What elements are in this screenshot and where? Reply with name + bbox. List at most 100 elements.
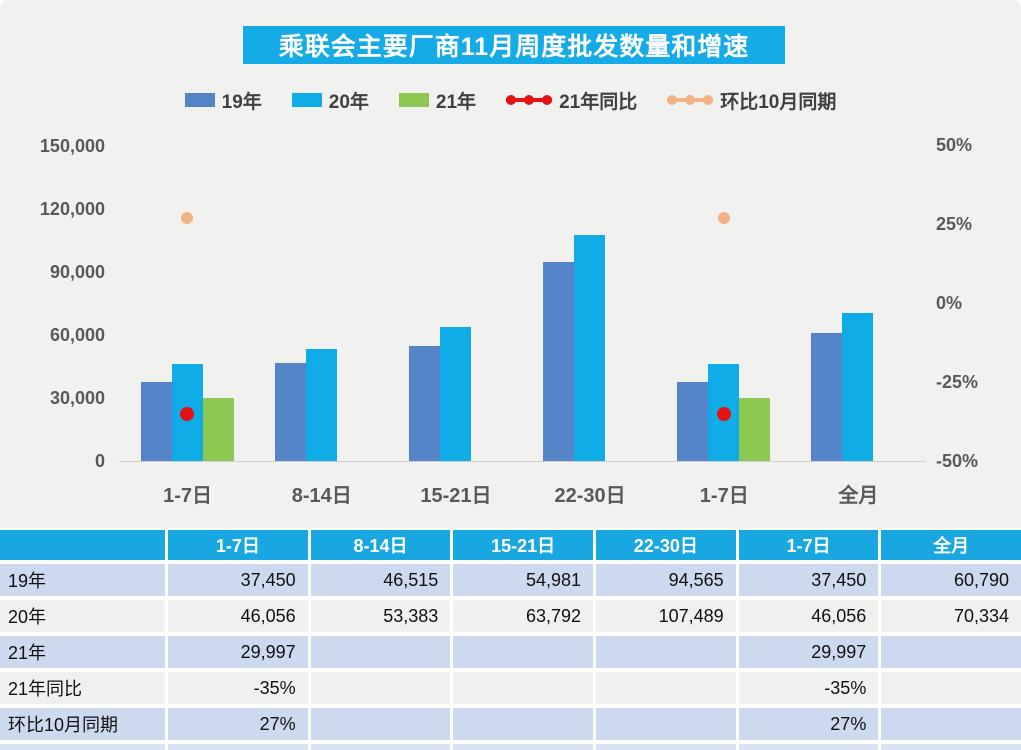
left-axis-tick: 150,000 xyxy=(39,136,105,156)
table-cell: 107,489 xyxy=(596,600,736,632)
legend-item-19年: 19年 xyxy=(184,87,262,114)
table-cell: -35% xyxy=(168,672,308,704)
right-axis-tick: -25% xyxy=(936,372,979,392)
left-axis-tick: 90,000 xyxy=(49,262,105,282)
bar-20年-15-21日 xyxy=(439,327,471,461)
table-cell xyxy=(453,672,593,704)
table-row: 20年 46,056 53,383 63,792 107,489 46,056 70,334 xyxy=(0,600,1021,632)
table-row: 21年 29,997 29,997 xyxy=(0,636,1021,668)
legend-swatch-icon xyxy=(184,93,215,107)
bar-19年-1-7日 xyxy=(140,382,172,461)
table-header-row: 1-7日 8-14日 15-21日 22-30日 1-7日 全月 xyxy=(0,530,1021,560)
table-cell: 46,515 xyxy=(310,564,451,596)
table-header-cell: 1-7日 xyxy=(168,530,308,560)
point-环比10月同期-1-7日 xyxy=(717,211,730,224)
table-cell: 37,450 xyxy=(168,564,308,596)
bar-20年-8-14日 xyxy=(305,348,337,461)
x-axis-label: 8-14日 xyxy=(291,485,352,507)
row-label: 21年同比 xyxy=(0,672,165,704)
legend-item-21年同比: 21年同比 xyxy=(506,87,637,114)
table-cell xyxy=(453,636,593,668)
table-partial-cell xyxy=(881,744,1021,750)
table-header-cell: 22-30日 xyxy=(596,530,736,560)
bar-19年-15-21日 xyxy=(408,345,440,461)
table-cell xyxy=(881,672,1021,704)
legend-label: 21年同比 xyxy=(559,91,638,113)
left-axis-tick: 30,000 xyxy=(49,388,105,408)
table-cell: 63,792 xyxy=(453,600,593,632)
table-cell xyxy=(310,708,451,740)
table-cell xyxy=(596,636,736,668)
table-cell: 37,450 xyxy=(738,564,879,596)
bar-20年-全月 xyxy=(842,313,874,461)
table-cell: 27% xyxy=(738,708,879,740)
table-partial-cell xyxy=(738,744,879,750)
table-header-cell: 全月 xyxy=(881,530,1021,560)
bar-21年-1-7日 xyxy=(739,398,771,461)
table-cell xyxy=(881,636,1021,668)
x-axis-label: 22-30日 xyxy=(554,485,626,507)
table-cell xyxy=(310,636,451,668)
point-21年同比-1-7日 xyxy=(716,406,731,421)
table-cell: 60,790 xyxy=(881,564,1021,596)
table-partial-cell xyxy=(168,744,308,750)
legend-item-21年: 21年 xyxy=(398,87,477,114)
right-axis-tick: -50% xyxy=(936,451,979,471)
legend-swatch-icon xyxy=(291,93,322,107)
table-cell: 54,981 xyxy=(453,564,593,596)
bar-19年-8-14日 xyxy=(274,363,306,461)
left-axis-tick: 120,000 xyxy=(39,199,105,219)
right-axis-tick: 25% xyxy=(936,214,973,234)
point-环比10月同期-1-7日 xyxy=(181,211,194,224)
table-header-cell: 1-7日 xyxy=(738,530,879,560)
left-axis-tick: 0 xyxy=(94,451,105,471)
row-label: 19年 xyxy=(0,564,165,596)
legend-line-marker-icon xyxy=(506,93,553,107)
row-label: 20年 xyxy=(0,600,165,632)
chart-title: 乘联会主要厂商11月周度批发数量和增速 xyxy=(243,26,785,64)
table-cell xyxy=(596,708,736,740)
legend-item-20年: 20年 xyxy=(291,87,369,114)
left-axis-tick: 60,000 xyxy=(49,325,105,345)
table-partial-cell xyxy=(596,744,736,750)
table-partial-cell xyxy=(453,744,593,750)
table-cell xyxy=(453,708,593,740)
table-row: 21年同比 -35% -35% xyxy=(0,672,1021,704)
table-row: 环比10月同期 27% 27% xyxy=(0,708,1021,740)
x-axis-label: 全月 xyxy=(838,485,879,507)
x-axis-label: 15-21日 xyxy=(420,485,492,507)
legend-swatch-icon xyxy=(398,93,429,107)
x-axis-label: 1-7日 xyxy=(163,485,213,507)
legend-item-环比10月同期: 环比10月同期 xyxy=(667,87,836,114)
right-axis-tick: 0% xyxy=(936,293,963,313)
table-partial-row xyxy=(0,744,1021,750)
bar-19年-全月 xyxy=(811,333,843,461)
table-cell xyxy=(596,672,736,704)
bar-20年-22-30日 xyxy=(574,235,606,461)
table-partial-cell xyxy=(0,744,165,750)
table-cell xyxy=(881,708,1021,740)
legend-line-dot xyxy=(506,95,517,105)
legend-line-dot xyxy=(542,95,553,105)
legend-line-dot xyxy=(703,95,714,105)
data-table: 1-7日 8-14日 15-21日 22-30日 1-7日 全月 19年 37,450 46,5… xyxy=(0,530,1021,750)
legend-line-marker-icon xyxy=(667,93,714,107)
table-header-corner xyxy=(0,530,165,560)
legend-line-dot xyxy=(685,95,696,105)
table-cell: 29,997 xyxy=(168,636,308,668)
table-cell: 29,997 xyxy=(738,636,879,668)
table-cell: -35% xyxy=(738,672,879,704)
legend-label: 21年 xyxy=(435,91,477,113)
bar-19年-1-7日 xyxy=(677,382,709,461)
table-cell: 27% xyxy=(168,708,308,740)
legend-line-dot xyxy=(524,95,535,105)
row-label: 21年 xyxy=(0,636,165,668)
table-cell: 53,383 xyxy=(310,600,451,632)
row-label: 环比10月同期 xyxy=(0,708,165,740)
table-header-cell: 15-21日 xyxy=(453,530,593,560)
legend-label: 环比10月同期 xyxy=(720,91,837,113)
x-axis-label: 1-7日 xyxy=(699,485,749,507)
right-axis-tick: 50% xyxy=(936,135,973,155)
legend: 19年 20年 21年 21年同比 环比10月同期 xyxy=(0,86,1021,114)
